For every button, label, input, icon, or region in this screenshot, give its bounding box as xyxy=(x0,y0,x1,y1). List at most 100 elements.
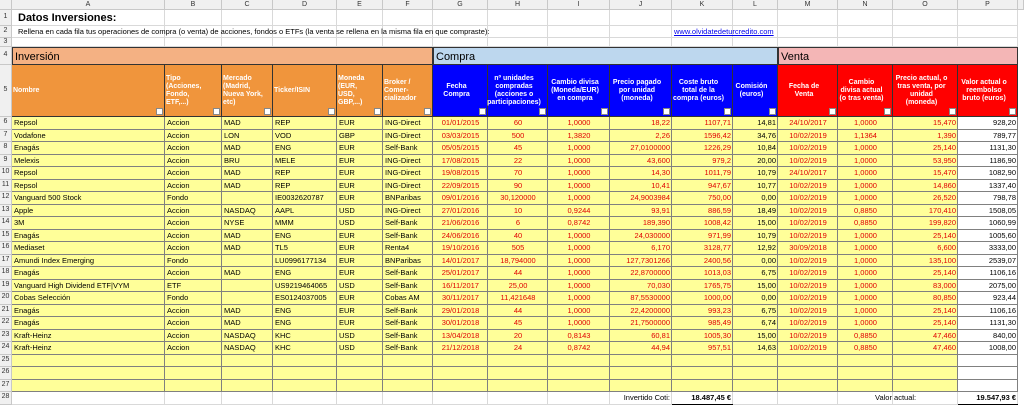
filter-button[interactable] xyxy=(479,108,486,115)
cell-bg xyxy=(383,38,433,47)
table-cell: BRU xyxy=(224,155,240,165)
table-cell: Vanguard High Dividend ETF|VYM xyxy=(14,280,130,290)
table-cell: 6,75 xyxy=(761,305,776,315)
column-header: Comisión (euros) xyxy=(733,65,778,117)
table-cell: 840,00 xyxy=(993,330,1016,340)
corner xyxy=(0,0,12,10)
filter-button[interactable] xyxy=(663,108,670,115)
table-cell: 1011,79 xyxy=(704,168,731,177)
cell-bg xyxy=(610,38,672,47)
cell-bg xyxy=(548,329,610,342)
filter-button[interactable] xyxy=(213,108,220,115)
cell-bg xyxy=(165,367,222,380)
filter-button[interactable] xyxy=(374,108,381,115)
table-cell: 1,0000 xyxy=(567,243,591,252)
cell-bg xyxy=(165,117,222,130)
cell-bg xyxy=(383,267,433,280)
table-cell: 10/02/2019 xyxy=(789,130,827,140)
table-cell: Accion xyxy=(167,180,190,190)
cell-bg xyxy=(12,10,165,26)
cell-bg xyxy=(337,217,383,230)
table-cell: Accion xyxy=(167,230,190,240)
cell-bg xyxy=(383,204,433,217)
table-cell: Mediaset xyxy=(14,243,45,252)
filter-button[interactable] xyxy=(328,108,335,115)
cell-bg xyxy=(838,129,893,142)
table-cell: Accion xyxy=(167,318,190,327)
filter-button[interactable] xyxy=(264,108,271,115)
table-cell: 1000,00 xyxy=(703,293,731,302)
cell-bg xyxy=(733,129,778,142)
cell-bg xyxy=(548,304,610,317)
cell-bg xyxy=(488,38,548,47)
cell-bg xyxy=(273,204,337,217)
cell-bg xyxy=(337,317,383,330)
table-cell: 1106,16 xyxy=(989,268,1016,277)
filter-button[interactable] xyxy=(539,108,546,115)
cell-bg xyxy=(893,142,958,155)
cell-bg xyxy=(433,279,488,292)
cell-bg xyxy=(12,129,165,142)
cell-bg xyxy=(383,317,433,330)
table-cell: USD xyxy=(339,330,355,340)
filter-button[interactable] xyxy=(769,108,776,115)
cell-bg xyxy=(273,142,337,155)
filter-button[interactable] xyxy=(424,108,431,115)
table-cell: 0,8742 xyxy=(567,343,591,352)
cell-bg xyxy=(488,192,548,205)
cell-bg xyxy=(433,379,488,392)
cell-bg xyxy=(672,304,733,317)
filter-button[interactable] xyxy=(724,108,731,115)
table-cell: 25,140 xyxy=(933,318,956,327)
table-cell: EUR xyxy=(339,230,355,240)
cell-bg xyxy=(610,379,672,392)
cell-bg xyxy=(893,217,958,230)
filter-button[interactable] xyxy=(156,108,163,115)
cell-bg xyxy=(273,167,337,180)
cell-bg xyxy=(433,292,488,305)
cell-bg xyxy=(165,254,222,267)
table-cell: 500 xyxy=(511,130,525,140)
row-number: 4 xyxy=(0,47,12,65)
table-cell: 1,1364 xyxy=(854,130,877,140)
table-cell: Accion xyxy=(167,330,190,340)
cell-bg xyxy=(12,117,165,130)
cell-bg xyxy=(383,304,433,317)
cell-bg xyxy=(838,154,893,167)
column-letter: E xyxy=(337,0,383,10)
table-cell: 1,0000 xyxy=(854,143,877,152)
filter-button[interactable] xyxy=(601,108,608,115)
table-cell: 47,460 xyxy=(933,343,956,352)
cell-bg xyxy=(672,279,733,292)
column-letter: G xyxy=(433,0,488,10)
filter-button[interactable] xyxy=(1009,108,1016,115)
filter-button[interactable] xyxy=(884,108,891,115)
table-cell: AAPL xyxy=(275,205,295,215)
table-cell: 24,9003984 xyxy=(630,193,670,202)
cell-bg xyxy=(548,292,610,305)
cell-bg xyxy=(893,154,958,167)
table-cell: USD xyxy=(339,343,355,352)
table-cell: Vanguard 500 Stock xyxy=(14,193,82,202)
cell-bg xyxy=(958,367,1018,380)
cell-bg xyxy=(672,179,733,192)
filter-button[interactable] xyxy=(829,108,836,115)
cell-bg xyxy=(778,167,838,180)
cell-bg xyxy=(222,38,273,47)
table-cell: 1,0000 xyxy=(854,305,877,315)
filter-button[interactable] xyxy=(949,108,956,115)
cell-bg xyxy=(433,342,488,355)
cell-bg xyxy=(733,26,778,38)
table-cell: EUR xyxy=(339,193,355,202)
row-number: 5 xyxy=(0,65,12,117)
cell-bg xyxy=(548,242,610,255)
table-cell: 6,75 xyxy=(761,268,776,277)
cell-bg xyxy=(893,167,958,180)
cell-bg xyxy=(337,26,383,38)
table-cell: Self-Bank xyxy=(385,305,418,315)
table-cell: REP xyxy=(275,118,291,127)
cell-bg xyxy=(548,267,610,280)
table-cell: 25,140 xyxy=(933,143,956,152)
table-cell: 0,8850 xyxy=(854,205,877,215)
cell-bg xyxy=(958,26,1018,38)
